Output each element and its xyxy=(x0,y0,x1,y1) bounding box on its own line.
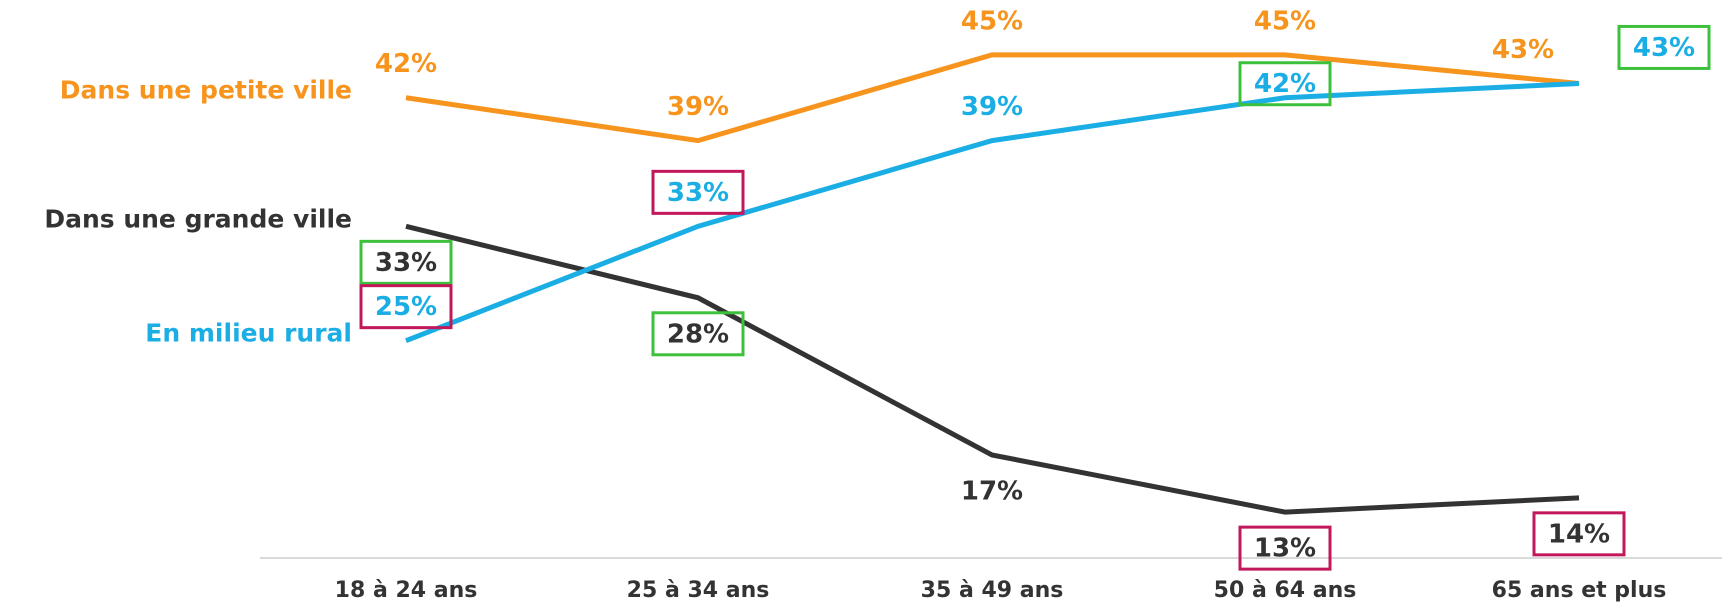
label-box xyxy=(359,284,453,330)
label-box xyxy=(1617,24,1711,70)
label-box xyxy=(651,311,745,357)
value-label: 39% xyxy=(667,92,729,122)
label-box xyxy=(359,239,453,285)
value-label: 25% xyxy=(375,292,437,322)
x-tick-label: 35 à 49 ans xyxy=(921,578,1064,603)
value-label: 17% xyxy=(961,476,1023,506)
x-tick-label: 18 à 24 ans xyxy=(335,578,478,603)
value-label: 42% xyxy=(375,49,437,79)
x-tick-label: 50 à 64 ans xyxy=(1214,578,1357,603)
value-label: 13% xyxy=(1254,534,1316,564)
value-label: 14% xyxy=(1548,519,1610,549)
value-label: 43% xyxy=(1633,33,1695,63)
label-box xyxy=(1238,525,1332,571)
value-label: 28% xyxy=(667,319,729,349)
value-label: 39% xyxy=(961,92,1023,122)
value-label: 33% xyxy=(375,248,437,278)
series-label: Dans une petite ville xyxy=(60,76,352,105)
line-series xyxy=(405,80,1580,343)
series-label: En milieu rural xyxy=(145,319,352,348)
x-tick-label: 25 à 34 ans xyxy=(627,578,770,603)
value-label: 33% xyxy=(667,178,729,208)
label-box xyxy=(1532,511,1626,557)
value-label: 42% xyxy=(1254,69,1316,99)
value-label: 45% xyxy=(961,6,1023,36)
value-label: 43% xyxy=(1492,35,1554,65)
line-series xyxy=(405,223,1580,515)
series-label: Dans une grande ville xyxy=(44,204,352,233)
label-box xyxy=(651,169,745,215)
value-label: 45% xyxy=(1254,6,1316,36)
line-series xyxy=(405,52,1580,144)
label-box xyxy=(1238,61,1332,107)
x-tick-label: 65 ans et plus xyxy=(1492,578,1667,603)
